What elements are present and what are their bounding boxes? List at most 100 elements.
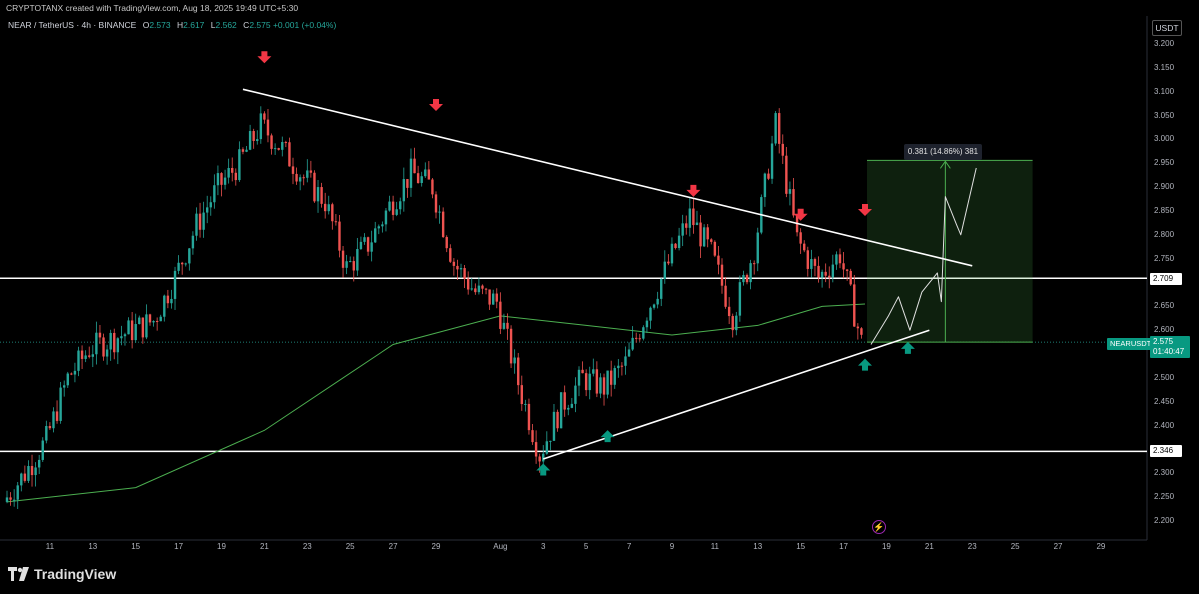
date-tick: 13 xyxy=(753,542,763,551)
date-tick: 21 xyxy=(259,542,269,551)
date-tick: Aug xyxy=(493,542,508,551)
candle-body xyxy=(220,173,223,185)
low-label: L xyxy=(210,20,216,30)
candle-body xyxy=(595,369,599,394)
candle-body xyxy=(638,338,641,340)
price-tick: 2.750 xyxy=(1154,253,1175,263)
tradingview-logo[interactable]: TradingView xyxy=(8,566,116,582)
date-tick: 19 xyxy=(217,542,226,551)
candle-body xyxy=(195,213,198,236)
candle-body xyxy=(370,242,373,252)
candle-body xyxy=(9,497,12,500)
price-tick: 2.200 xyxy=(1154,516,1175,525)
candle-body xyxy=(331,204,334,222)
high-label: H xyxy=(176,20,184,30)
candle-body xyxy=(820,271,824,278)
candle-body xyxy=(177,262,180,271)
candle-body xyxy=(302,177,305,179)
candle-body xyxy=(581,369,584,374)
candle-body xyxy=(474,288,477,293)
candle-body xyxy=(130,320,134,341)
candle-body xyxy=(567,407,570,410)
candle-body xyxy=(456,265,459,270)
date-tick: 29 xyxy=(431,542,441,551)
candle-body xyxy=(134,324,137,341)
candle-body xyxy=(742,274,745,283)
candle-body xyxy=(574,385,577,404)
price-tick: 2.400 xyxy=(1154,420,1175,430)
candle-body xyxy=(191,235,195,249)
candle-body xyxy=(113,332,116,353)
candle-body xyxy=(842,263,845,270)
candle-body xyxy=(291,166,295,174)
candle-body xyxy=(799,232,802,244)
candle-body xyxy=(80,350,84,359)
projected-path xyxy=(870,167,977,345)
candle-body xyxy=(148,314,152,323)
candle-body xyxy=(785,155,788,194)
trendline xyxy=(242,88,973,267)
up-arrow-icon xyxy=(900,341,915,354)
candle-body xyxy=(238,149,241,181)
candle-body xyxy=(123,334,127,337)
candle-body xyxy=(803,243,806,251)
candle-body xyxy=(706,227,709,240)
candle-body xyxy=(91,354,94,357)
support-level-tag: 2.346 xyxy=(1150,445,1182,457)
candle-body xyxy=(352,261,355,271)
chart-pane[interactable] xyxy=(0,0,1147,540)
candle-body xyxy=(363,237,366,242)
currency-selector[interactable]: USDT xyxy=(1152,20,1182,36)
candle-body xyxy=(245,149,248,152)
candle-body xyxy=(434,194,438,213)
long-position-box[interactable] xyxy=(867,159,1033,345)
date-tick: 15 xyxy=(796,542,806,551)
candle-body xyxy=(599,377,602,394)
candle-body xyxy=(513,357,516,364)
candle-body xyxy=(416,173,420,184)
candle-body xyxy=(402,179,406,202)
moving-average-line xyxy=(6,303,866,503)
candle-body xyxy=(845,269,849,271)
candle-body xyxy=(685,223,688,228)
candle-body xyxy=(788,189,792,194)
candle-body xyxy=(702,227,706,247)
candle-body xyxy=(345,261,348,268)
candle-body xyxy=(459,268,463,270)
candle-body xyxy=(395,209,398,215)
candle-body xyxy=(652,304,656,308)
measure-label: 0.381 (14.86%) 381 xyxy=(904,144,982,160)
candle-body xyxy=(667,261,670,264)
candle-body xyxy=(70,373,73,375)
candle-body xyxy=(206,207,209,213)
candle-body xyxy=(524,403,527,405)
date-tick: 5 xyxy=(583,542,589,551)
candle-body xyxy=(309,170,313,173)
candle-body xyxy=(359,241,363,249)
candle-body xyxy=(256,139,259,141)
candle-body xyxy=(138,317,141,325)
candle-body xyxy=(509,328,513,364)
candle-body xyxy=(556,411,559,429)
candle-body xyxy=(116,338,120,353)
candle-body xyxy=(327,204,330,212)
candle-body xyxy=(37,459,41,468)
candle-body xyxy=(860,328,863,335)
up-arrow-icon xyxy=(600,430,615,443)
candle-body xyxy=(749,263,752,283)
candle-body xyxy=(202,212,205,230)
candle-body xyxy=(323,203,327,212)
candle-body xyxy=(835,254,838,265)
candle-body xyxy=(320,187,323,204)
candle-body xyxy=(188,248,191,264)
candle-body xyxy=(592,369,595,374)
lightning-icon[interactable]: ⚡ xyxy=(872,520,886,534)
candle-body xyxy=(366,237,370,252)
symbol-info[interactable]: NEAR / TetherUS · 4h · BINANCE O2.573 H2… xyxy=(8,20,336,30)
candle-body xyxy=(445,237,448,249)
price-tick: 2.600 xyxy=(1154,325,1175,335)
date-tick: 13 xyxy=(88,542,98,551)
candle-body xyxy=(198,213,202,230)
candle-body xyxy=(45,426,48,441)
